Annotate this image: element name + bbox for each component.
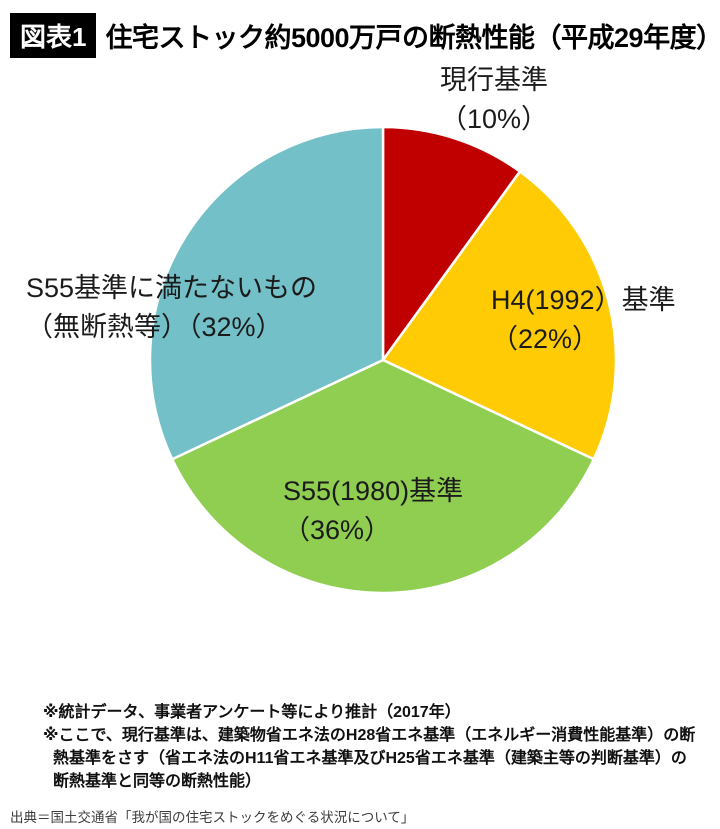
footnote-line-4: 断熱基準と同等の断熱性能） (53, 773, 262, 790)
pie-slice-s55-1980-standard (170, 358, 596, 595)
footnote-line-2: ※ここで、現行基準は、建築物省エネ法のH28省エネ基準（エネルギー消費性能基準）… (43, 727, 696, 744)
pie-label-below-s55-standard: S55基準に満たないもの （無断熱等）（32%） (26, 269, 317, 347)
pie-label-current-standard: 現行基準 （10%） (440, 61, 548, 139)
pie-slice-current-standard (381, 125, 522, 362)
page-title: 住宅ストック約5000万戸の断熱性能（平成29年度） (105, 23, 720, 53)
pie-label-h4-1992-standard-value: （22%） (491, 324, 600, 354)
pie-label-s55-1980-standard-value: （36%） (283, 515, 392, 545)
source-caption: 出典＝国土交通省「我が国の住宅ストックをめぐる状況について」 (10, 810, 415, 825)
figure-label-badge: 図表1 (10, 13, 97, 58)
pie-label-current-standard-value: （10%） (440, 104, 549, 134)
pie-slice-below-s55-standard (148, 125, 385, 461)
footnote-line-3: 熱基準をさす（省エネ法のH11省エネ基準及びH25省エネ基準（建築主等の判断基準… (53, 750, 687, 767)
pie-label-s55-1980-standard: S55(1980)基準 （36%） (283, 472, 463, 550)
pie-label-current-standard-name: 現行基準 (440, 65, 548, 95)
pie-label-below-s55-standard-value: （無断熱等）（32%） (26, 312, 283, 342)
pie-label-below-s55-standard-name: S55基準に満たないもの (26, 273, 318, 303)
pie-label-s55-1980-standard-name: S55(1980)基準 (283, 476, 464, 506)
footnotes: ※統計データ、事業者アンケート等により推計（2017年） ※ここで、現行基準は、… (43, 701, 695, 793)
footnote-line-1: ※統計データ、事業者アンケート等により推計（2017年） (43, 704, 461, 721)
pie-label-h4-1992-standard-name: H4(1992）基準 (491, 285, 676, 315)
pie-chart-svg (148, 125, 618, 595)
pie-chart (143, 120, 623, 600)
pie-label-h4-1992-standard: H4(1992）基準 （22%） (491, 281, 676, 359)
chart-header: 図表1 住宅ストック約5000万戸の断熱性能（平成29年度） (10, 13, 720, 58)
